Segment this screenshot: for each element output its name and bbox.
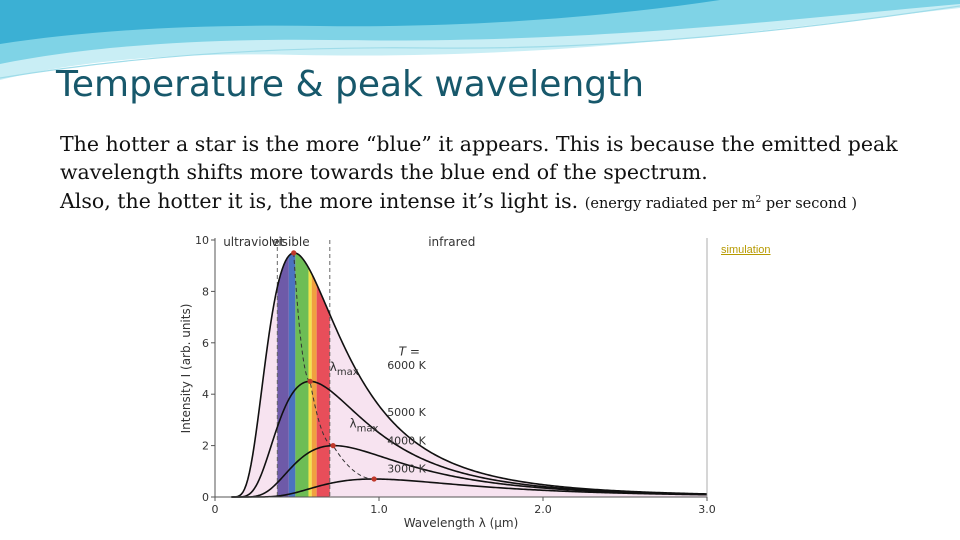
curve-3000k [231, 478, 708, 498]
region-label-infrared: infrared [428, 235, 475, 249]
header-wave-decoration [0, 0, 960, 80]
region-divider-lines [276, 240, 331, 497]
paragraph-2-main: Also, the hotter it is, the more intense… [60, 188, 579, 213]
paragraph-2-note: (energy radiated per m2 per second ) [584, 195, 857, 212]
x-tick-label: 0 [212, 503, 219, 516]
visible-band-4 [311, 273, 317, 497]
hottest-curve-fill [231, 252, 707, 497]
y-tick-label: 6 [202, 337, 209, 350]
curve-fill-areas [231, 252, 707, 497]
y-tick-label: 2 [202, 440, 209, 453]
visible-spectrum-bands [277, 252, 330, 497]
curve-4000k [231, 444, 708, 498]
y-axis-label: Intensity I (arb. units) [179, 304, 193, 434]
visible-band-1 [288, 252, 296, 497]
visible-band-2 [295, 252, 309, 497]
paragraph-1-line-2: wavelength shifts more towards the blue … [60, 160, 708, 184]
series-label-5000k: 5000 K [387, 406, 426, 419]
x-tick-label: 2.0 [534, 503, 552, 516]
series-label-3000k: 3000 K [387, 463, 426, 476]
visible-band-0 [277, 255, 289, 497]
region-label-ultraviolet: ultraviolet [223, 235, 284, 249]
series-label-6000k: 6000 K [387, 359, 426, 372]
y-tick-label: 4 [202, 388, 209, 401]
region-label-visible: visible [271, 235, 309, 249]
chart-axes: 0 1.0 2.0 3.0 0 2 4 6 8 10 [195, 234, 716, 516]
slide-title: Temperature & peak wavelength [56, 64, 645, 105]
peak-markers [291, 250, 377, 482]
y-tick-label: 10 [195, 234, 209, 247]
simulation-link[interactable]: simulation [721, 244, 771, 256]
chart-labels: Wavelength λ (μm) Intensity I (arb. units… [179, 235, 518, 530]
paragraph-2: Also, the hotter it is, the more intense… [60, 186, 940, 218]
x-axis-label: Wavelength λ (μm) [404, 516, 519, 530]
y-tick-label: 0 [202, 491, 209, 504]
peak-marker-6000k [291, 250, 297, 256]
slide-body: The hotter a star is the more “blue” it … [60, 130, 940, 218]
peak-marker-5000k [307, 378, 313, 384]
x-tick-label: 3.0 [698, 503, 716, 516]
y-tick-label: 8 [202, 285, 209, 298]
peak-marker-4000k [330, 443, 336, 449]
peak-locus-line [293, 252, 375, 480]
paragraph-1-line-1: The hotter a star is the more “blue” it … [60, 132, 898, 156]
visible-band-5 [316, 284, 330, 497]
x-tick-label: 1.0 [370, 503, 388, 516]
series-label-4000k: 4000 K [387, 434, 426, 447]
peak-marker-3000k [371, 476, 377, 482]
blackbody-radiation-chart: 0 1.0 2.0 3.0 0 2 4 6 8 10 Wavelength λ (μm) Inten… [179, 234, 716, 530]
series-header: T = [399, 345, 420, 359]
